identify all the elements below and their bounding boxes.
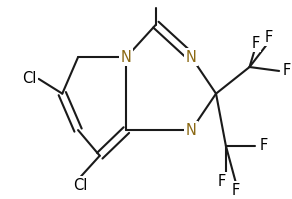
Text: F: F xyxy=(232,183,240,198)
Text: Cl: Cl xyxy=(22,71,37,86)
Text: N: N xyxy=(186,123,197,138)
Text: N: N xyxy=(186,50,197,65)
Text: F: F xyxy=(218,174,226,189)
Text: F: F xyxy=(251,36,260,51)
Text: N: N xyxy=(121,50,132,65)
Text: F: F xyxy=(283,63,291,78)
Text: F: F xyxy=(259,138,267,153)
Text: F: F xyxy=(265,30,273,45)
Text: Cl: Cl xyxy=(73,178,87,193)
